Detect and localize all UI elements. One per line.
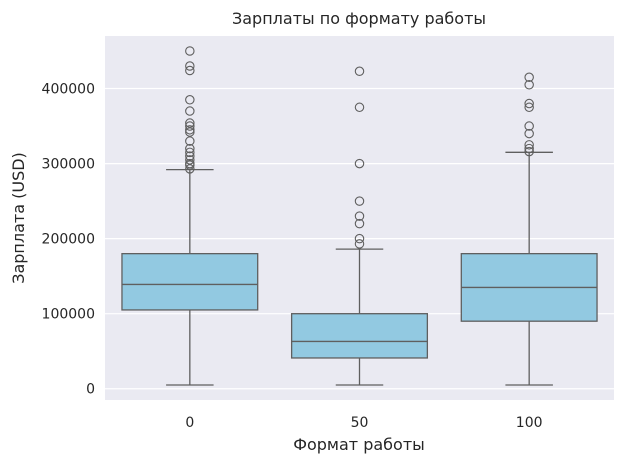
outlier-point <box>185 46 195 56</box>
outlier-point <box>185 65 195 76</box>
x-tick-label: 0 <box>185 415 194 431</box>
y-tick-label: 200000 <box>42 232 95 248</box>
x-tick-label: 50 <box>351 415 369 431</box>
x-axis-label: Формат работы <box>293 435 425 454</box>
outlier-point <box>354 158 365 169</box>
outlier-point <box>354 239 365 249</box>
outlier-point <box>524 121 534 131</box>
outlier-point <box>185 143 195 154</box>
outlier-point <box>354 196 365 206</box>
outlier-point <box>354 102 365 113</box>
outlier-point <box>185 155 195 165</box>
outlier-point <box>185 118 195 128</box>
outlier-point <box>354 233 365 244</box>
outlier-point <box>524 128 534 139</box>
box-body <box>290 313 429 359</box>
y-tick-label: 0 <box>86 382 95 398</box>
y-axis-ticks: 0 100000 200000 300000 400000 <box>42 82 95 398</box>
outlier-point <box>524 146 534 157</box>
outlier-point <box>354 211 365 221</box>
box-group <box>121 46 259 386</box>
x-tick-label: 100 <box>516 415 543 431</box>
outlier-point <box>524 72 534 83</box>
box-group <box>460 72 598 386</box>
outlier-point <box>524 102 534 113</box>
outlier-point <box>524 98 534 109</box>
box-body <box>121 252 259 311</box>
outlier-point <box>524 80 534 90</box>
outlier-point <box>524 143 534 154</box>
x-axis-ticks: 0 50 100 <box>185 415 542 431</box>
y-tick-label: 100000 <box>42 307 95 323</box>
outlier-point <box>354 66 365 77</box>
y-tick-label: 300000 <box>42 157 95 173</box>
outlier-point <box>185 160 195 170</box>
outlier-point <box>185 106 195 116</box>
outlier-point <box>185 125 195 135</box>
outlier-point <box>185 95 195 105</box>
outlier-point <box>185 61 195 71</box>
chart-title: Зарплаты по формату работы <box>232 9 486 28</box>
outlier-point <box>185 136 195 146</box>
outlier-point <box>185 147 195 158</box>
outlier-point <box>185 151 195 161</box>
outlier-point <box>185 127 195 137</box>
y-axis-label: Зарплата (USD) <box>9 152 28 284</box>
outlier-point <box>185 121 195 131</box>
outlier-point <box>185 164 195 174</box>
outlier-point <box>354 218 365 229</box>
y-tick-label: 400000 <box>42 82 95 98</box>
box-group <box>290 66 429 386</box>
outlier-point <box>524 140 534 150</box>
box-series <box>121 46 598 386</box>
